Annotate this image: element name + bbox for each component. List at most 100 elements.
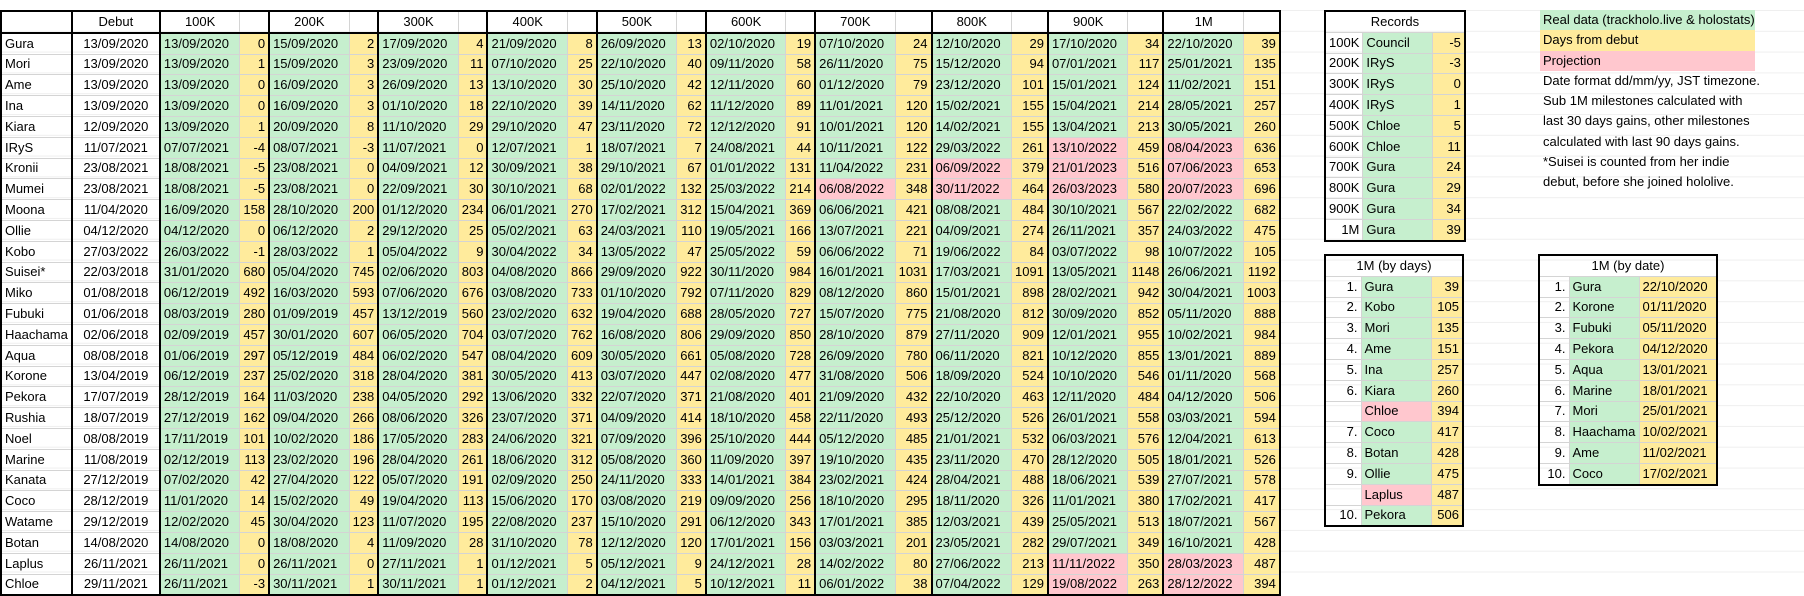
milestone-date-cell[interactable]: 25/05/2022 <box>704 240 787 263</box>
milestone-date-cell[interactable]: 06/05/2020 <box>377 323 459 346</box>
talent-cell[interactable]: Pekora <box>1360 504 1432 528</box>
days-cell[interactable]: 155 <box>1011 115 1049 138</box>
milestone-date-cell[interactable]: 06/02/2020 <box>377 344 459 367</box>
days-cell[interactable]: 131 <box>785 157 816 180</box>
column-header[interactable] <box>894 10 933 34</box>
days-cell[interactable]: 414 <box>676 407 707 429</box>
milestone-date-cell[interactable]: 16/09/2020 <box>268 74 350 97</box>
talent-cell[interactable]: Kobo <box>1360 296 1432 319</box>
milestone-date-cell[interactable]: 15/01/2021 <box>930 282 1013 305</box>
days-cell[interactable]: 237 <box>566 511 598 533</box>
days-cell[interactable]: 274 <box>1011 219 1049 242</box>
days-cell[interactable]: 332 <box>566 386 598 409</box>
days-cell[interactable]: 29 <box>1011 32 1049 55</box>
days-cell[interactable]: 371 <box>676 386 707 409</box>
date-cell[interactable]: 01/11/2020 <box>1638 296 1718 319</box>
days-cell[interactable]: 40 <box>676 53 707 76</box>
days-cell[interactable]: 14 <box>239 490 270 513</box>
days-cell[interactable]: 0 <box>457 136 488 159</box>
days-cell[interactable]: 428 <box>1242 531 1281 554</box>
debut-cell[interactable]: 29/11/2021 <box>70 573 161 596</box>
milestone-date-cell[interactable]: 28/12/2020 <box>1046 448 1129 471</box>
days-cell[interactable]: 263 <box>1127 573 1164 596</box>
days-cell[interactable]: 369 <box>785 199 816 221</box>
milestone-date-cell[interactable]: 29/09/2020 <box>704 323 787 346</box>
milestone-date-cell[interactable]: 26/11/2020 <box>814 53 896 76</box>
name-cell[interactable]: Korone <box>0 365 73 388</box>
milestone-date-cell[interactable]: 01/11/2020 <box>1162 365 1244 388</box>
column-header[interactable]: 200K <box>268 10 350 34</box>
milestone-date-cell[interactable]: 13/07/2021 <box>814 219 896 242</box>
name-cell[interactable]: Kanata <box>0 469 73 492</box>
milestone-date-cell[interactable]: 23/09/2020 <box>377 53 459 76</box>
milestone-date-cell[interactable]: 07/10/2020 <box>814 32 896 55</box>
days-cell[interactable]: 34 <box>566 240 598 263</box>
days-cell[interactable]: 879 <box>894 323 933 346</box>
days-cell[interactable]: 68 <box>566 178 598 201</box>
days-cell[interactable]: 567 <box>1127 199 1164 221</box>
days-cell[interactable]: 0 <box>348 157 379 180</box>
days-cell[interactable]: 484 <box>348 344 379 367</box>
debut-cell[interactable]: 28/12/2019 <box>70 490 161 513</box>
milestone-date-cell[interactable]: 29/09/2020 <box>595 261 678 284</box>
milestone-date-cell[interactable]: 05/08/2020 <box>704 344 787 367</box>
days-cell[interactable]: 42 <box>676 74 707 97</box>
days-cell[interactable]: 170 <box>566 490 598 513</box>
debut-cell[interactable]: 13/09/2020 <box>70 74 161 97</box>
days-cell[interactable]: 1 <box>457 552 488 575</box>
debut-cell[interactable]: 08/08/2019 <box>70 427 161 450</box>
record-holder-cell[interactable]: Gura <box>1362 177 1434 200</box>
talent-cell[interactable]: Laplus <box>1360 483 1432 506</box>
days-cell[interactable]: 291 <box>676 511 707 533</box>
name-cell[interactable]: Watame <box>0 511 73 533</box>
rank-cell[interactable]: 10. <box>1538 462 1570 486</box>
milestone-date-cell[interactable]: 01/12/2020 <box>814 74 896 97</box>
record-holder-cell[interactable]: Chloe <box>1362 114 1434 137</box>
record-milestone-cell[interactable]: 900K <box>1324 198 1364 220</box>
milestone-date-cell[interactable]: 05/04/2020 <box>268 261 350 284</box>
milestone-date-cell[interactable]: 09/04/2020 <box>268 407 350 429</box>
days-cell[interactable]: 9 <box>457 240 488 263</box>
days-cell[interactable]: 7 <box>676 136 707 159</box>
milestone-date-cell[interactable]: 04/12/2020 <box>158 219 241 242</box>
milestone-date-cell[interactable]: 16/03/2020 <box>268 282 350 305</box>
days-cell[interactable]: 5 <box>676 573 707 596</box>
days-cell[interactable]: 381 <box>457 365 488 388</box>
days-cell[interactable]: 676 <box>457 282 488 305</box>
days-cell[interactable]: 213 <box>1011 552 1049 575</box>
days-cell[interactable]: 45 <box>239 511 270 533</box>
milestone-date-cell[interactable]: 21/01/2023 <box>1046 157 1129 180</box>
milestone-date-cell[interactable]: 17/05/2020 <box>377 427 459 450</box>
days-cell[interactable]: 463 <box>1011 386 1049 409</box>
days-cell[interactable]: 1 <box>239 53 270 76</box>
date-cell[interactable]: 04/12/2020 <box>1638 338 1718 360</box>
days-cell[interactable]: 151 <box>1430 338 1464 360</box>
milestone-date-cell[interactable]: 28/04/2020 <box>377 448 459 471</box>
days-cell[interactable]: 379 <box>1011 157 1049 180</box>
rank-cell[interactable]: 1. <box>1324 275 1362 298</box>
days-cell[interactable]: 120 <box>894 95 933 117</box>
talent-cell[interactable]: Coco <box>1568 462 1640 486</box>
milestone-date-cell[interactable]: 18/08/2020 <box>268 531 350 554</box>
milestone-date-cell[interactable]: 11/07/2020 <box>377 511 459 533</box>
milestone-date-cell[interactable]: 04/09/2021 <box>930 219 1013 242</box>
milestone-date-cell[interactable]: 18/10/2020 <box>814 490 896 513</box>
milestone-date-cell[interactable]: 25/01/2021 <box>1162 53 1244 76</box>
days-cell[interactable]: 1 <box>239 115 270 138</box>
days-cell[interactable]: 470 <box>1011 448 1049 471</box>
days-cell[interactable]: 733 <box>566 282 598 305</box>
record-holder-cell[interactable]: Chloe <box>1362 135 1434 158</box>
milestone-date-cell[interactable]: 23/02/2021 <box>814 469 896 492</box>
debut-cell[interactable]: 13/09/2020 <box>70 32 161 55</box>
milestone-date-cell[interactable]: 27/06/2022 <box>930 552 1013 575</box>
talent-cell[interactable]: Mori <box>1568 400 1640 423</box>
column-header[interactable]: 800K <box>930 10 1013 34</box>
milestone-date-cell[interactable]: 30/11/2020 <box>704 261 787 284</box>
milestone-date-cell[interactable]: 05/04/2022 <box>377 240 459 263</box>
debut-cell[interactable]: 01/06/2018 <box>70 303 161 325</box>
days-cell[interactable]: 67 <box>676 157 707 180</box>
date-cell[interactable]: 10/02/2021 <box>1638 421 1718 444</box>
rank-cell[interactable]: 6. <box>1538 379 1570 402</box>
days-cell[interactable]: 84 <box>1011 240 1049 263</box>
milestone-date-cell[interactable]: 24/06/2020 <box>486 427 568 450</box>
